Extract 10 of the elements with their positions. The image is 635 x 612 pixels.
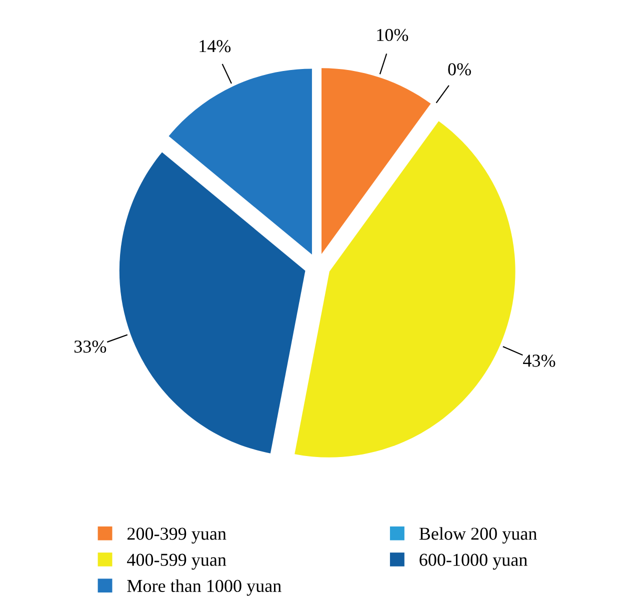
- legend-label: Below 200 yuan: [419, 527, 537, 544]
- legend-label: 600-1000 yuan: [420, 554, 528, 570]
- data-label: 14%: [200, 40, 231, 52]
- legend-label: 200-399 yuan: [127, 528, 226, 544]
- legend-label: 400-599 yuan: [127, 554, 226, 570]
- legend-label: More than 1000 yuan: [127, 579, 282, 596]
- data-label: 10%: [377, 28, 408, 42]
- text: 0%: [448, 63, 471, 76]
- data-label: 43%: [523, 354, 556, 367]
- data-label: 33%: [74, 340, 106, 353]
